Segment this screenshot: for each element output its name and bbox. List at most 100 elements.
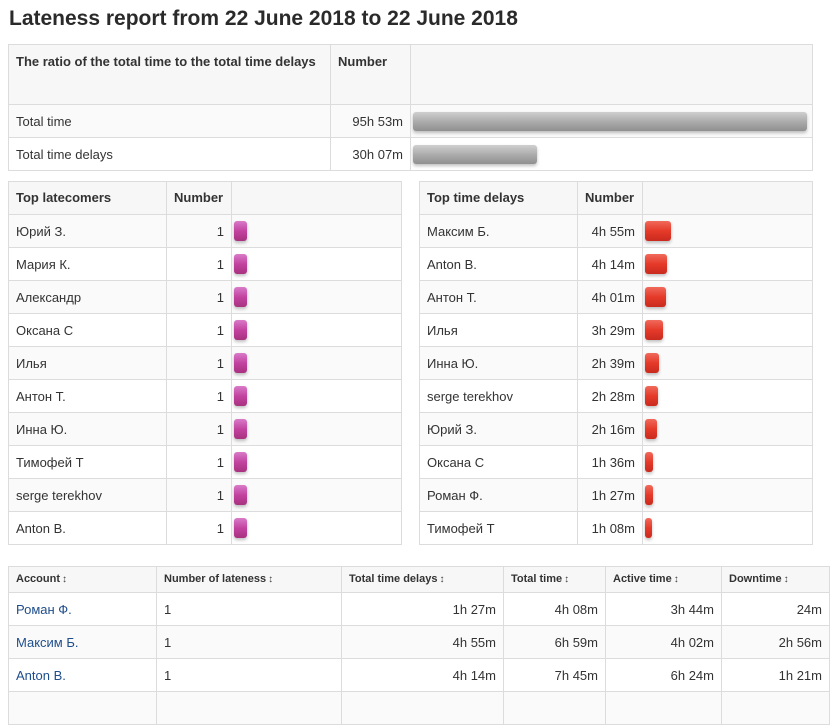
latecomer-count: 1 [166, 346, 232, 380]
header-label: Active time [613, 573, 672, 585]
sort-header-total-delays[interactable]: Total time delays ↕ [341, 566, 504, 593]
latecomer-bar [234, 518, 247, 538]
sort-header-active-time[interactable]: Active time ↕ [605, 566, 722, 593]
latecomer-bar-cell [231, 346, 402, 380]
account-link[interactable]: Anton B. [16, 667, 66, 683]
delay-bar [645, 419, 657, 439]
ratio-row: Total time delays 30h 07m [8, 137, 813, 171]
delay-row: Антон Т. 4h 01m [419, 280, 813, 314]
total-time-value: 7h 45m [503, 658, 606, 692]
sort-arrows-icon: ↕ [62, 574, 67, 585]
latecomer-row: Инна Ю. 1 [8, 412, 402, 446]
ratio-table: The ratio of the total time to the total… [8, 44, 813, 171]
total-delays-value: 4h 14m [341, 658, 504, 692]
delay-row: Илья 3h 29m [419, 313, 813, 347]
delay-row: Anton B. 4h 14m [419, 247, 813, 281]
latecomer-bar-cell [231, 313, 402, 347]
lateness-count: 1 [156, 592, 342, 626]
ratio-header-row: The ratio of the total time to the total… [8, 44, 813, 105]
empty-cell [503, 691, 606, 725]
latecomer-name: Anton B. [8, 511, 167, 545]
header-label: Account [16, 573, 60, 585]
delay-name: Инна Ю. [419, 346, 578, 380]
latecomer-name: Илья [8, 346, 167, 380]
latecomer-count: 1 [166, 313, 232, 347]
account-cell: Роман Ф. [8, 592, 157, 626]
latecomer-count: 1 [166, 214, 232, 248]
delays-header-bar [642, 181, 813, 215]
delays-header-number: Number [577, 181, 643, 215]
account-row: Максим Б. 1 4h 55m 6h 59m 4h 02m 2h 56m [8, 625, 830, 659]
sort-header-account[interactable]: Account ↕ [8, 566, 157, 593]
latecomer-bar [234, 485, 247, 505]
latecomer-bar [234, 419, 247, 439]
latecomer-name: Юрий З. [8, 214, 167, 248]
latecomer-count: 1 [166, 511, 232, 545]
delay-bar-cell [642, 346, 813, 380]
total-time-value: 4h 08m [503, 592, 606, 626]
latecomer-bar [234, 221, 247, 241]
latecomer-name: Мария К. [8, 247, 167, 281]
latecomer-count: 1 [166, 379, 232, 413]
delay-bar [645, 287, 666, 307]
sort-header-lateness[interactable]: Number of lateness ↕ [156, 566, 342, 593]
latecomer-name: serge terekhov [8, 478, 167, 512]
delay-bar-cell [642, 412, 813, 446]
account-link[interactable]: Максим Б. [16, 634, 79, 650]
delay-value: 2h 39m [577, 346, 643, 380]
latecomer-count: 1 [166, 280, 232, 314]
delay-name: Anton B. [419, 247, 578, 281]
account-cell: Максим Б. [8, 625, 157, 659]
sort-arrows-icon: ↕ [268, 574, 274, 585]
ratio-row: Total time 95h 53m [8, 104, 813, 138]
latecomer-row: Антон Т. 1 [8, 379, 402, 413]
header-label: Total time delays [349, 573, 438, 585]
delay-bar-cell [642, 313, 813, 347]
ratio-bar [413, 111, 807, 131]
accounts-header-row: Account ↕ Number of lateness ↕ Total time … [8, 566, 830, 593]
latecomer-bar [234, 386, 247, 406]
delay-bar [645, 254, 667, 274]
downtime-value: 24m [721, 592, 830, 626]
delay-name: serge terekhov [419, 379, 578, 413]
delay-value: 4h 14m [577, 247, 643, 281]
delay-bar [645, 386, 658, 406]
sort-arrows-icon: ↕ [673, 574, 679, 585]
delay-row: serge terekhov 2h 28m [419, 379, 813, 413]
delay-bar [645, 353, 659, 373]
account-link[interactable]: Роман Ф. [16, 601, 72, 617]
empty-cell [721, 691, 830, 725]
latecomer-bar [234, 287, 247, 307]
delay-bar [645, 518, 652, 538]
empty-cell [341, 691, 504, 725]
delay-bar-cell [642, 247, 813, 281]
delays-header-name: Top time delays [419, 181, 578, 215]
empty-cell [156, 691, 342, 725]
ratio-row-label: Total time delays [8, 137, 331, 171]
empty-cell [8, 691, 157, 725]
sort-header-total-time[interactable]: Total time ↕ [503, 566, 606, 593]
latecomers-header-bar [231, 181, 402, 215]
sort-header-downtime[interactable]: Downtime ↕ [721, 566, 830, 593]
latecomer-count: 1 [166, 445, 232, 479]
sort-arrows-icon: ↕ [783, 574, 789, 585]
latecomer-row: Александр 1 [8, 280, 402, 314]
delay-name: Максим Б. [419, 214, 578, 248]
delay-bar [645, 221, 671, 241]
delay-value: 1h 27m [577, 478, 643, 512]
latecomer-bar-cell [231, 445, 402, 479]
ratio-bar-cell [410, 137, 813, 171]
latecomer-bar [234, 353, 247, 373]
delay-name: Оксана С [419, 445, 578, 479]
delay-bar-cell [642, 478, 813, 512]
ratio-row-value: 95h 53m [330, 104, 411, 138]
delay-row: Оксана С 1h 36m [419, 445, 813, 479]
total-delays-value: 1h 27m [341, 592, 504, 626]
empty-cell [605, 691, 722, 725]
ratio-header-label: The ratio of the total time to the total… [8, 44, 331, 105]
latecomer-row: serge terekhov 1 [8, 478, 402, 512]
ratio-bar [413, 144, 537, 164]
delay-bar [645, 452, 653, 472]
top-time-delays-table: Top time delays Number Максим Б. 4h 55m An… [419, 181, 813, 545]
